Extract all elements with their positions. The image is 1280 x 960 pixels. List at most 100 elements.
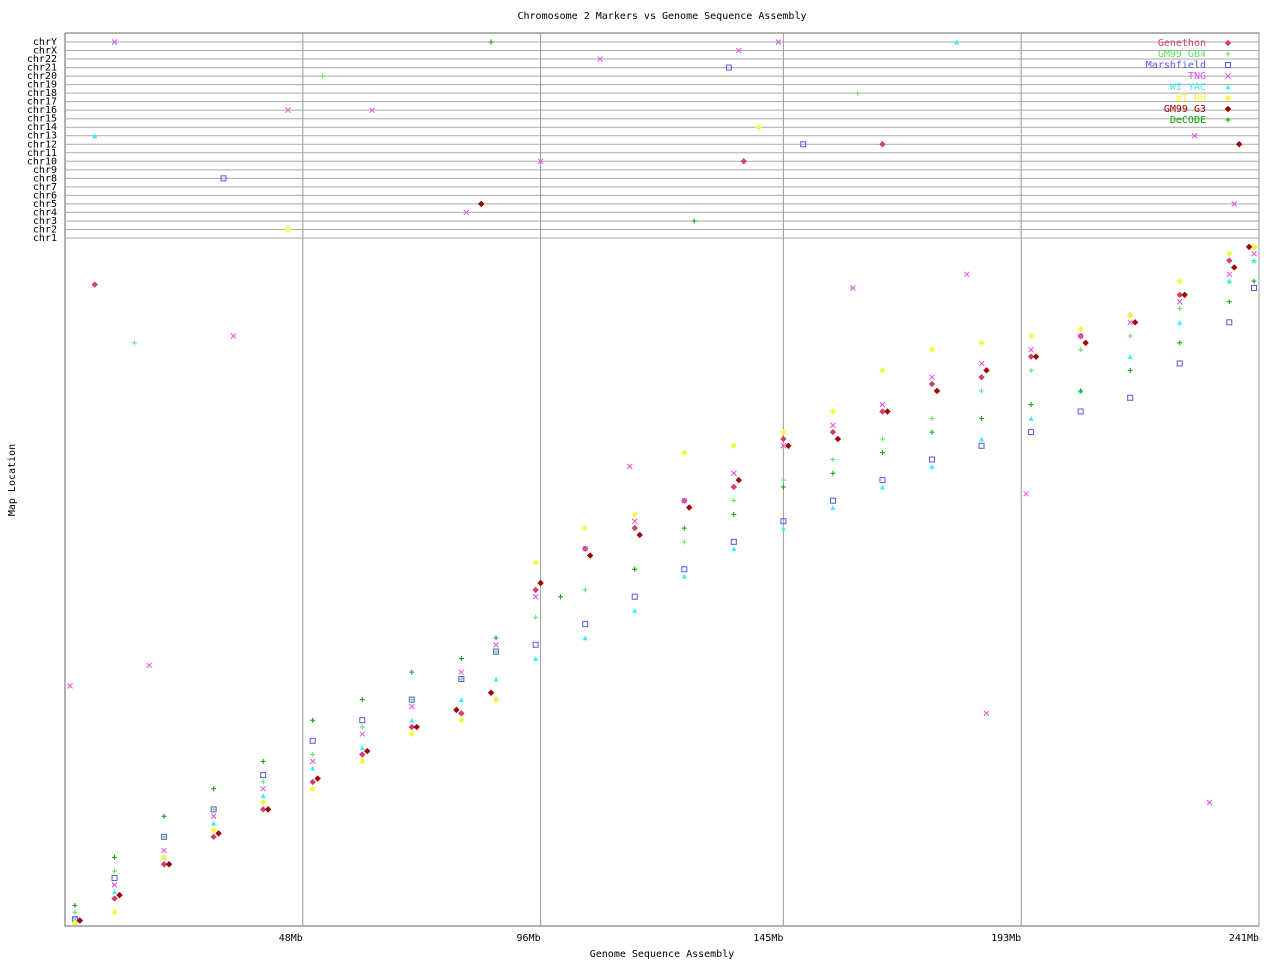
marker: [310, 752, 316, 757]
marker: [112, 854, 118, 860]
marker: [533, 655, 539, 661]
marker: [260, 758, 266, 764]
marker: [1028, 346, 1034, 353]
marker: [408, 703, 415, 710]
marker: [161, 813, 167, 819]
marker: [1077, 408, 1084, 415]
marker: [369, 107, 376, 114]
marker: [979, 436, 985, 442]
marker: [165, 861, 173, 868]
marker: [1077, 333, 1084, 339]
marker: [834, 435, 842, 443]
chromosome-label: chr5: [33, 199, 57, 210]
marker: [532, 641, 539, 648]
marker: [314, 775, 321, 782]
marker: [493, 635, 499, 641]
marker: [112, 868, 118, 874]
marker: [71, 919, 79, 926]
marker: [979, 388, 985, 394]
legend-label: DeCODE: [1170, 115, 1206, 126]
marker: [160, 854, 168, 861]
marker: [983, 367, 990, 374]
marker: [1127, 319, 1134, 326]
marker: [785, 442, 792, 450]
marker: [730, 442, 738, 450]
marker: [597, 56, 603, 62]
marker: [929, 415, 935, 421]
marker: [933, 387, 941, 395]
marker: [1226, 271, 1233, 278]
marker: [1177, 306, 1183, 312]
marker: [67, 683, 73, 689]
marker: [310, 765, 316, 771]
series: [71, 64, 1258, 923]
marker: [978, 360, 985, 367]
marker: [146, 662, 153, 669]
marker: [413, 723, 420, 731]
series: [71, 124, 1258, 926]
marker: [259, 799, 267, 806]
marker: [780, 435, 787, 443]
chart-title: Chromosome 2 Markers vs Genome Sequence …: [518, 11, 807, 22]
series: [72, 39, 1257, 908]
marker: [681, 539, 687, 545]
chromosome-label: chr12: [27, 139, 57, 150]
marker: [582, 587, 588, 593]
marker: [1176, 298, 1183, 305]
marker: [730, 470, 737, 477]
marker: [1235, 141, 1243, 148]
legend-marker: [1224, 94, 1232, 102]
marker: [636, 531, 643, 539]
marker: [582, 621, 589, 628]
legend-marker: [1225, 62, 1231, 68]
marker: [210, 833, 217, 841]
marker: [586, 552, 594, 559]
marker: [1226, 319, 1233, 326]
marker: [1251, 258, 1257, 264]
marker: [359, 717, 366, 724]
marker: [532, 593, 539, 600]
marker: [131, 340, 137, 346]
marker: [978, 442, 985, 449]
marker: [1177, 319, 1183, 325]
marker: [1127, 333, 1133, 339]
marker: [954, 39, 960, 45]
marker: [879, 450, 885, 456]
marker: [631, 518, 638, 525]
marker: [730, 538, 737, 545]
marker: [1126, 312, 1134, 319]
chromosome-label: chr11: [27, 148, 57, 159]
marker: [532, 559, 539, 566]
marker: [116, 891, 123, 899]
marker: [731, 498, 737, 504]
marker: [210, 806, 217, 813]
marker: [830, 505, 836, 511]
marker: [230, 333, 237, 339]
chromosome-label: chr14: [27, 122, 57, 133]
marker: [691, 218, 697, 224]
legend-label: Genethon: [1158, 38, 1206, 49]
marker: [309, 778, 316, 786]
marker: [408, 730, 416, 738]
y-axis-label: Map Location: [7, 444, 18, 516]
marker: [557, 594, 563, 600]
marker: [1181, 291, 1188, 299]
marker: [849, 285, 856, 291]
marker: [780, 484, 786, 490]
chromosome-label: chr8: [33, 173, 57, 184]
marker: [408, 723, 416, 731]
marker: [408, 696, 415, 703]
marker: [631, 524, 638, 532]
marker: [359, 758, 366, 765]
marker: [780, 518, 787, 525]
marker: [458, 655, 464, 661]
chromosome-label: chr1: [33, 233, 57, 244]
marker: [929, 463, 935, 469]
marker: [830, 457, 836, 463]
marker: [681, 525, 687, 531]
marker: [488, 39, 494, 45]
marker: [879, 367, 886, 374]
marker: [929, 456, 936, 463]
marker: [359, 731, 366, 737]
